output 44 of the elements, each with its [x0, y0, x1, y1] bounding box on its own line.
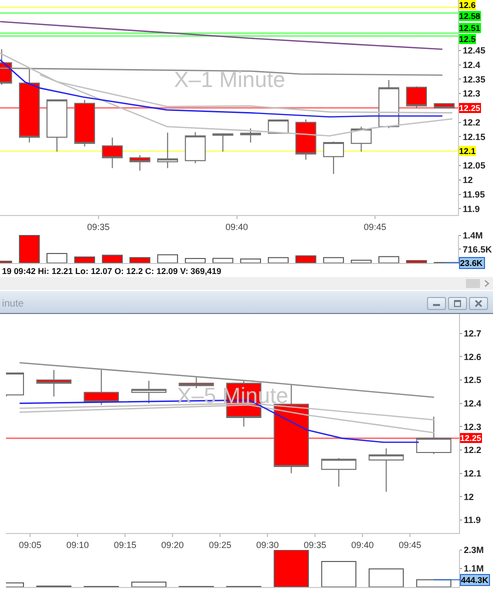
x-tick-label: 09:05 [18, 540, 42, 550]
x-tick-label: 09:20 [161, 540, 184, 550]
annotation: 23.6K [460, 258, 484, 268]
y-tick-label: 12.45 [462, 46, 486, 56]
y-tick-label: 12 [464, 492, 474, 502]
y-tick-label: 11.95 [462, 189, 485, 200]
x-tick-label: 09:10 [66, 540, 89, 550]
y-tick-label: 11.9 [464, 515, 481, 526]
text: 19 09:42 Hi: 12.21 Lo: 12.07 O: 12.2 C: 12.09 V: 369,419 [2, 266, 222, 276]
x-tick-label: 09:15 [114, 540, 136, 550]
ref-line-label: 12.51 [459, 23, 481, 33]
x-tick-label: 09:40 [226, 222, 248, 232]
x-tick-label: 09:45 [364, 222, 386, 232]
x-tick-label: 09:35 [87, 222, 110, 232]
y-tick-label: 12.15 [462, 132, 486, 142]
y-tick-label: 12.4 [464, 398, 482, 408]
x-tick-label: 09:40 [351, 540, 374, 550]
y-tick-label: 12.7 [464, 328, 482, 339]
y-tick-label: 1.4M [462, 230, 483, 240]
y-tick-label: 12.3 [462, 88, 480, 99]
y-tick-label: 12.05 [462, 160, 486, 171]
ref-line-label: 12.25 [459, 103, 481, 113]
y-tick-label: 12.2 [462, 117, 480, 128]
x-tick-label: 09:45 [398, 540, 422, 550]
y-tick-label: 12 [462, 175, 473, 186]
y-tick-label: 12.5 [464, 375, 482, 386]
ref-line-label: 12.58 [459, 11, 481, 21]
x-tick-label: 09:25 [208, 540, 232, 550]
y-tick-label: 12.1 [464, 468, 482, 478]
annotation: X–1 Minute [174, 67, 286, 92]
y-tick-label: 12.35 [462, 74, 486, 84]
y-tick-label: 1.1M [464, 564, 484, 574]
y-tick-label: 12.3 [464, 422, 482, 432]
ref-line-label: 12.25 [460, 433, 482, 443]
y-tick-label: 11.9 [462, 204, 480, 214]
x-tick-label: 09:30 [256, 540, 279, 550]
x-tick-label: 09:35 [304, 540, 326, 550]
y-tick-label: 12.4 [462, 60, 480, 70]
annotation: 444.3K [461, 575, 490, 585]
y-tick-label: 716.5K [462, 244, 492, 254]
y-tick-label: 2.3M [464, 545, 484, 556]
y-tick-label: 12.2 [464, 445, 482, 456]
y-tick-label: 12.6 [464, 352, 482, 362]
chart-title: inute [2, 298, 24, 310]
